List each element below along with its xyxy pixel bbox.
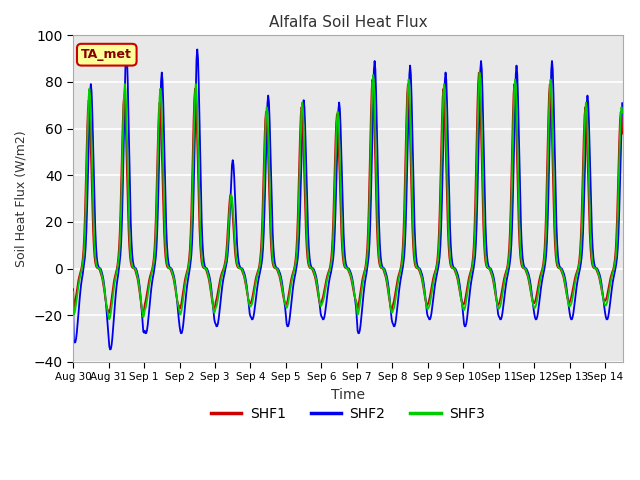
Legend: SHF1, SHF2, SHF3: SHF1, SHF2, SHF3 [205, 402, 491, 427]
Title: Alfalfa Soil Heat Flux: Alfalfa Soil Heat Flux [269, 15, 428, 30]
Text: TA_met: TA_met [81, 48, 132, 61]
X-axis label: Time: Time [331, 388, 365, 402]
Y-axis label: Soil Heat Flux (W/m2): Soil Heat Flux (W/m2) [15, 130, 28, 267]
